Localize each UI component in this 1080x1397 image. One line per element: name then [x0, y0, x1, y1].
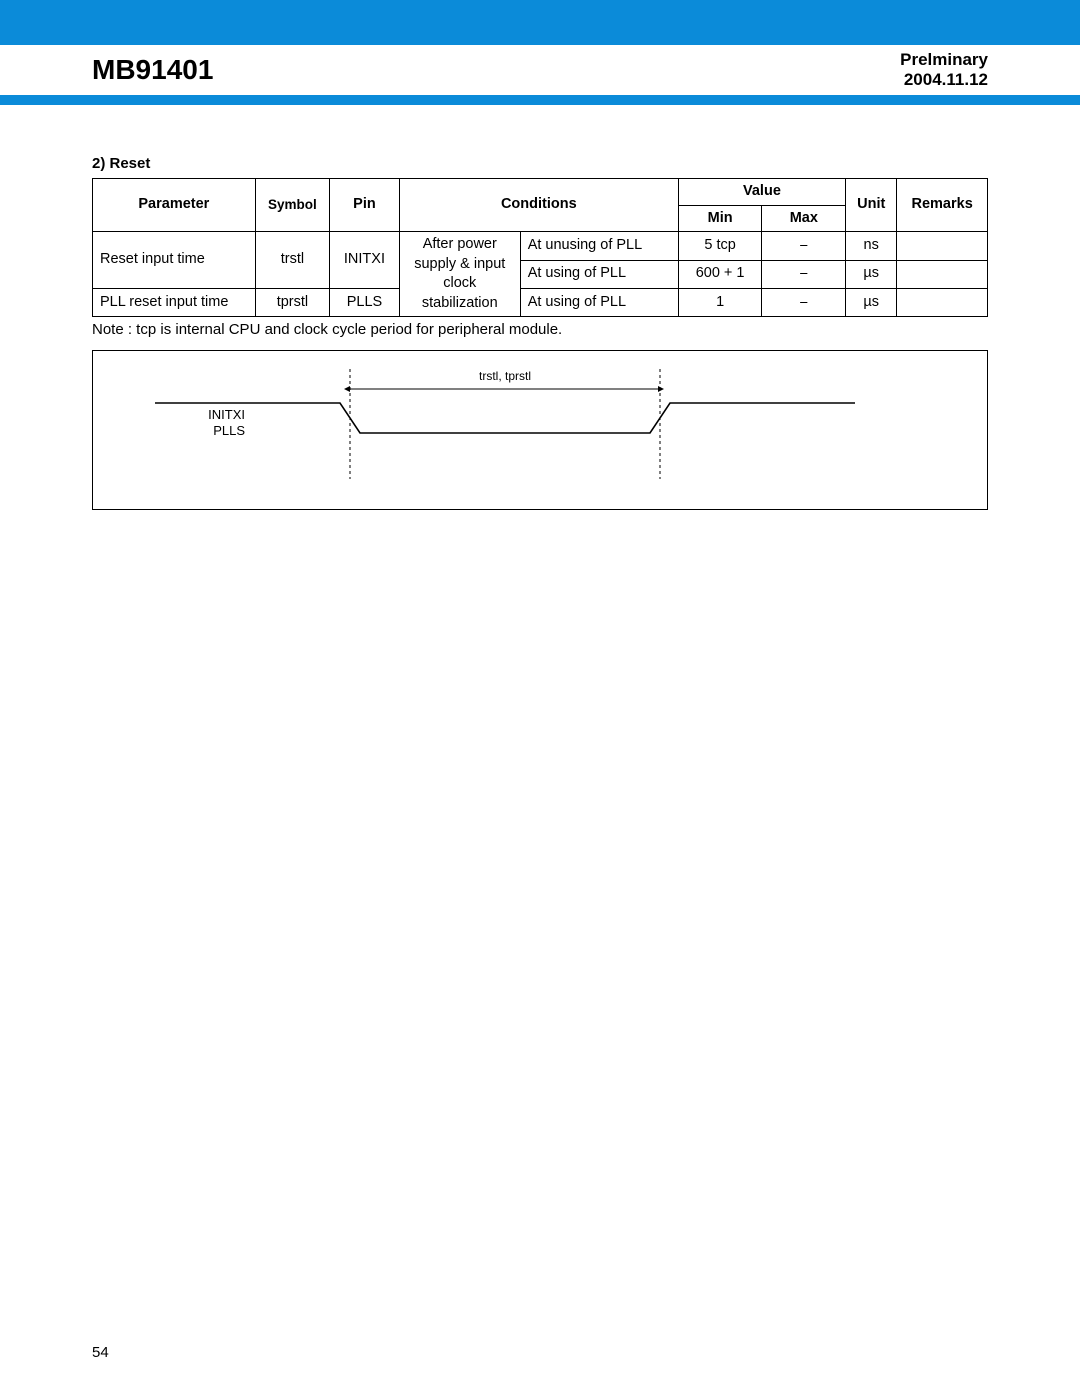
doc-date: 2004.11.12	[900, 70, 988, 90]
cell-unit: µs	[846, 260, 897, 288]
table-header-row: Parameter Symbol Pin Conditions Value Un…	[93, 179, 988, 206]
th-pin: Pin	[330, 179, 400, 232]
document-header: MB91401 Prelminary 2004.11.12	[0, 45, 1080, 95]
doc-status: Prelminary	[900, 50, 988, 70]
page-content: 2) Reset Parameter Symbol Pin Conditions…	[0, 105, 1080, 510]
th-symbol: Symbol	[255, 179, 329, 232]
cell-unit: ns	[846, 232, 897, 260]
th-min: Min	[678, 205, 762, 232]
cell-symbol: trstl	[255, 232, 329, 289]
cell-parameter: PLL reset input time	[93, 288, 256, 316]
cell-remarks	[897, 232, 988, 260]
cell-symbol: tprstl	[255, 288, 329, 316]
th-parameter: Parameter	[93, 179, 256, 232]
table-row: Reset input time trstl INITXI After powe…	[93, 232, 988, 260]
header-right: Prelminary 2004.11.12	[900, 50, 988, 91]
svg-text:trstl, tprstl: trstl, tprstl	[479, 369, 531, 383]
cell-cond-main: After power supply & input clock stabili…	[399, 232, 520, 317]
cell-pin: PLLS	[330, 288, 400, 316]
cell-min: 5 tcp	[678, 232, 762, 260]
page-number: 54	[92, 1344, 109, 1361]
cell-max: ⎯	[762, 260, 846, 288]
th-remarks: Remarks	[897, 179, 988, 232]
table-row: PLL reset input time tprstl PLLS At usin…	[93, 288, 988, 316]
cell-unit: µs	[846, 288, 897, 316]
th-max: Max	[762, 205, 846, 232]
cell-max: ⎯	[762, 232, 846, 260]
thin-blue-bar	[0, 95, 1080, 105]
cell-cond2: At using of PLL	[520, 260, 678, 288]
table-note: Note : tcp is internal CPU and clock cyc…	[92, 321, 988, 338]
section-label: 2) Reset	[92, 155, 988, 172]
svg-text:PLLS: PLLS	[213, 423, 245, 438]
cell-remarks	[897, 260, 988, 288]
th-conditions: Conditions	[399, 179, 678, 232]
part-number: MB91401	[92, 54, 213, 86]
cell-pin: INITXI	[330, 232, 400, 289]
cell-cond2: At using of PLL	[520, 288, 678, 316]
cell-max: ⎯	[762, 288, 846, 316]
top-blue-bar	[0, 0, 1080, 45]
reset-spec-table: Parameter Symbol Pin Conditions Value Un…	[92, 178, 988, 317]
cell-min: 1	[678, 288, 762, 316]
th-value: Value	[678, 179, 845, 206]
cell-min: 600 + 1	[678, 260, 762, 288]
svg-text:INITXI: INITXI	[208, 407, 245, 422]
cell-cond2: At unusing of PLL	[520, 232, 678, 260]
th-unit: Unit	[846, 179, 897, 232]
cell-remarks	[897, 288, 988, 316]
timing-svg: trstl, tprstl INITXIPLLS	[93, 351, 987, 509]
timing-diagram: trstl, tprstl INITXIPLLS	[92, 350, 988, 510]
cell-parameter: Reset input time	[93, 232, 256, 289]
